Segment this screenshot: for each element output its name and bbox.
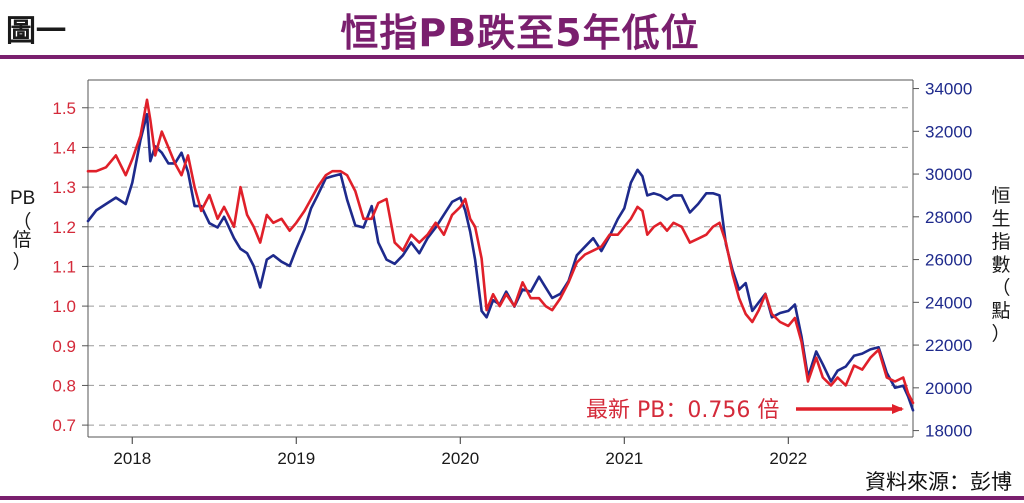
figure-label: 圖一: [6, 14, 66, 49]
right-tick-label: 24000: [925, 293, 972, 312]
left-tick-label: 1.5: [52, 99, 76, 118]
x-tick-label: 2021: [605, 449, 643, 466]
right-axis-title-char: ）: [991, 323, 1010, 345]
right-tick-label: 32000: [925, 122, 972, 141]
left-tick-label: 1.2: [52, 218, 76, 237]
right-tick-label: 22000: [925, 336, 972, 355]
hsi-pb-chart: 1.5 1.4 1.3 1.2 1.1 1.0 0.9 0.8 0.7 34000 32000 30…: [10, 79, 1011, 466]
left-tick-label: 0.7: [52, 416, 76, 435]
right-tick-label: 28000: [925, 208, 972, 227]
gridlines: [88, 107, 913, 426]
left-tick-label: 1.4: [52, 138, 76, 157]
left-axis-title-pb: PB: [10, 188, 35, 209]
chart-title: 恒指PB跌至5年低位: [340, 11, 700, 55]
annotation-label: 最新 PB：0.756 倍: [586, 398, 779, 423]
left-tick-label: 1.0: [52, 297, 76, 316]
right-axis-title-char: 點: [991, 300, 1010, 322]
right-tick-label: 20000: [925, 379, 972, 398]
left-tick-label: 1.1: [52, 257, 76, 276]
series-line-pb: [86, 98, 915, 405]
series-line-hsi: [86, 112, 915, 412]
left-axis-title-close: ）: [12, 251, 31, 273]
left-tick-label: 1.3: [52, 178, 76, 197]
right-axis-title-char: （: [991, 277, 1010, 299]
right-tick-label: 18000: [925, 422, 972, 441]
right-axis-title-char: 指: [991, 231, 1010, 253]
top-rule: [0, 55, 1024, 59]
left-axis-title-unit: （: [12, 211, 31, 233]
right-axis-title-char: 數: [991, 254, 1010, 276]
bottom-rule: [0, 496, 1024, 500]
right-tick-label: 26000: [925, 251, 972, 270]
right-axis-title-char: 恒: [991, 185, 1010, 207]
x-tick-label: 2020: [441, 449, 479, 466]
x-tick-label: 2018: [113, 449, 151, 466]
right-tick-label: 30000: [925, 165, 972, 184]
left-axis-title-bei: 倍: [12, 229, 31, 251]
right-tick-label: 34000: [925, 80, 972, 99]
right-axis-title-char: 生: [991, 208, 1010, 230]
left-tick-label: 0.9: [52, 337, 76, 356]
x-tick-label: 2019: [277, 449, 315, 466]
left-tick-label: 0.8: [52, 376, 76, 395]
x-tick-label: 2022: [769, 449, 807, 466]
source-note: 資料來源：彭博: [865, 470, 1012, 494]
